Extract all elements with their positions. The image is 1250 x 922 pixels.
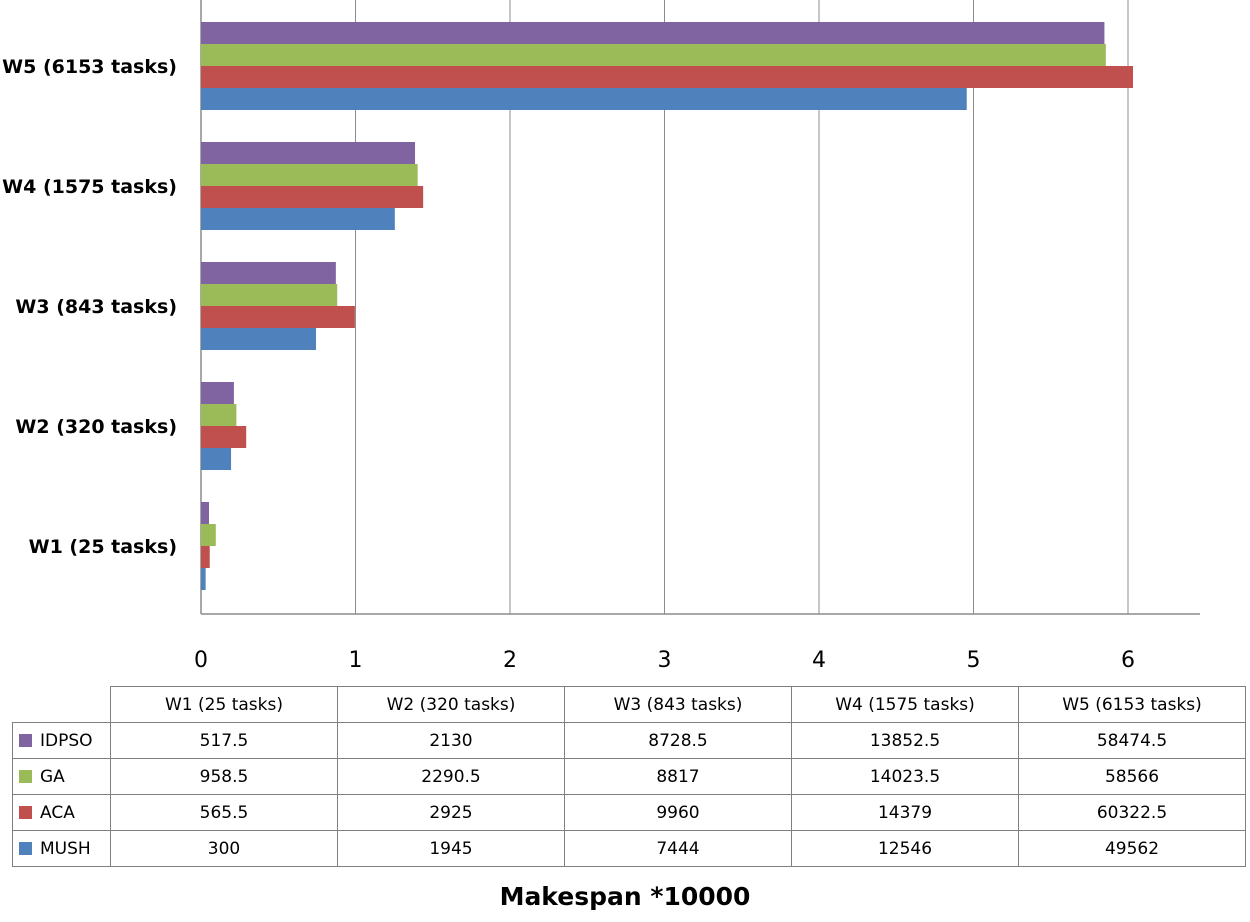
table-cell: 1945 bbox=[337, 830, 565, 867]
bar-mush-5 bbox=[201, 88, 967, 110]
legend-swatch bbox=[19, 805, 32, 819]
table-cell: 58566 bbox=[1018, 758, 1246, 795]
table-column-header: W3 (843 tasks) bbox=[564, 686, 792, 723]
x-tick-label: 4 bbox=[812, 648, 826, 673]
bar-mush-4 bbox=[201, 208, 395, 230]
table-cell: 300 bbox=[110, 830, 338, 867]
legend-swatch bbox=[19, 841, 32, 855]
table-cell: 8728.5 bbox=[564, 722, 792, 759]
bar-idpso-1 bbox=[201, 502, 209, 524]
table-row-legend: IDPSO bbox=[12, 722, 111, 759]
table-cell: 7444 bbox=[564, 830, 792, 867]
x-tick-label: 6 bbox=[1121, 648, 1135, 673]
table-cell: 60322.5 bbox=[1018, 794, 1246, 831]
y-category-label: W3 (843 tasks) bbox=[15, 296, 177, 318]
table-row: IDPSO 517.5 2130 8728.5 13852.5 58474.5 bbox=[12, 722, 1246, 759]
table-row: ACA 565.5 2925 9960 14379 60322.5 bbox=[12, 794, 1246, 831]
y-category-label: W5 (6153 tasks) bbox=[2, 56, 177, 78]
bar-ga-2 bbox=[201, 404, 237, 426]
legend-swatch bbox=[19, 769, 32, 783]
table-cell: 2130 bbox=[337, 722, 565, 759]
table-column-header: W5 (6153 tasks) bbox=[1018, 686, 1246, 723]
table-column-header: W4 (1575 tasks) bbox=[791, 686, 1019, 723]
table-row-legend: ACA bbox=[12, 794, 111, 831]
table-cell: 565.5 bbox=[110, 794, 338, 831]
x-axis-title: Makespan *10000 bbox=[499, 882, 751, 911]
bar-idpso-3 bbox=[201, 262, 336, 284]
table-row-label: ACA bbox=[40, 802, 75, 823]
bar-aca-1 bbox=[201, 546, 210, 568]
table-cell: 958.5 bbox=[110, 758, 338, 795]
table-cell: 14023.5 bbox=[791, 758, 1019, 795]
bar-aca-2 bbox=[201, 426, 247, 448]
table-cell: 517.5 bbox=[110, 722, 338, 759]
bar-idpso-2 bbox=[201, 382, 234, 404]
bar-ga-5 bbox=[201, 44, 1106, 66]
table-cell: 14379 bbox=[791, 794, 1019, 831]
table-header-row: W1 (25 tasks) W2 (320 tasks) W3 (843 tas… bbox=[12, 686, 1246, 723]
bar-mush-3 bbox=[201, 328, 317, 350]
x-tick-label: 5 bbox=[967, 648, 981, 673]
table-row-legend: GA bbox=[12, 758, 111, 795]
table-row-label: MUSH bbox=[40, 838, 91, 859]
legend-swatch bbox=[19, 733, 32, 747]
chart-plot-area: 0 1 2 3 4 5 6 W1 (25 tasks) W2 (320 tasks) W3 (84… bbox=[2, 0, 1200, 673]
bar-ga-4 bbox=[201, 164, 418, 186]
bar-idpso-4 bbox=[201, 142, 416, 164]
table-column-header: W1 (25 tasks) bbox=[110, 686, 338, 723]
x-tick-label: 3 bbox=[658, 648, 672, 673]
table-cell: 2925 bbox=[337, 794, 565, 831]
bar-chart: 0 1 2 3 4 5 6 W1 (25 tasks) W2 (320 tasks) W3 (84… bbox=[2, 0, 1200, 673]
table-cell: 8817 bbox=[564, 758, 792, 795]
table-row-label: GA bbox=[40, 766, 65, 787]
x-tick-label: 0 bbox=[194, 648, 208, 673]
bar-ga-3 bbox=[201, 284, 338, 306]
x-tick-label: 2 bbox=[503, 648, 517, 673]
bar-aca-3 bbox=[201, 306, 355, 328]
y-category-label: W1 (25 tasks) bbox=[29, 536, 177, 558]
table-column-header: W2 (320 tasks) bbox=[337, 686, 565, 723]
table-corner bbox=[12, 686, 111, 723]
bar-mush-1 bbox=[201, 568, 206, 590]
table-row-label: IDPSO bbox=[40, 730, 93, 751]
table-cell: 58474.5 bbox=[1018, 722, 1246, 759]
table-cell: 12546 bbox=[791, 830, 1019, 867]
table-row-legend: MUSH bbox=[12, 830, 111, 867]
bar-mush-2 bbox=[201, 448, 232, 470]
table-row: GA 958.5 2290.5 8817 14023.5 58566 bbox=[12, 758, 1246, 795]
chart-data-table: W1 (25 tasks) W2 (320 tasks) W3 (843 tas… bbox=[12, 686, 1246, 867]
table-row: MUSH 300 1945 7444 12546 49562 bbox=[12, 830, 1246, 867]
table-cell: 49562 bbox=[1018, 830, 1246, 867]
y-category-label: W4 (1575 tasks) bbox=[2, 176, 177, 198]
table-cell: 13852.5 bbox=[791, 722, 1019, 759]
bar-idpso-5 bbox=[201, 22, 1105, 44]
y-category-label: W2 (320 tasks) bbox=[15, 416, 177, 438]
bar-aca-5 bbox=[201, 66, 1133, 88]
x-tick-label: 1 bbox=[349, 648, 363, 673]
table-cell: 9960 bbox=[564, 794, 792, 831]
table-cell: 2290.5 bbox=[337, 758, 565, 795]
bar-ga-1 bbox=[201, 524, 216, 546]
bar-aca-4 bbox=[201, 186, 424, 208]
